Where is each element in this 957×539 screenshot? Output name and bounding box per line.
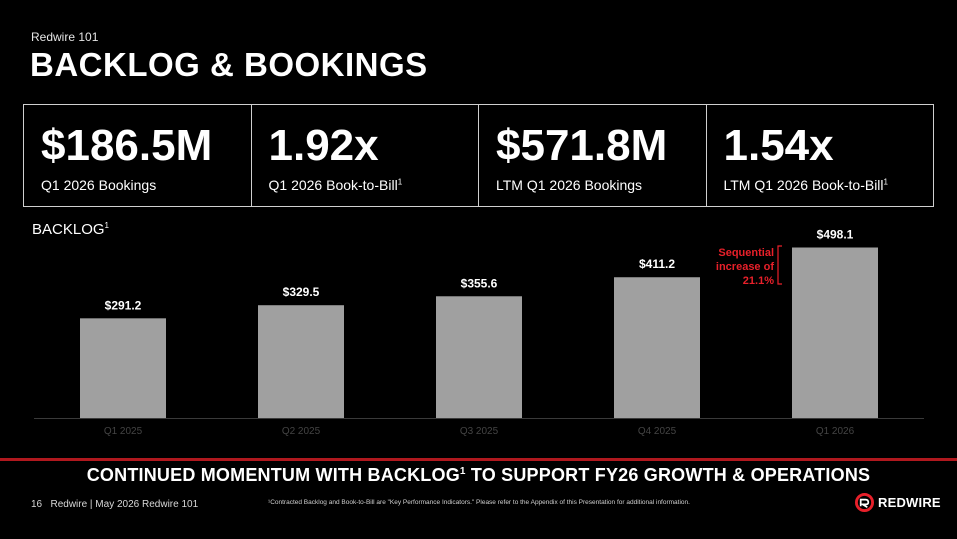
x-tick-label: Q4 2025 (638, 426, 677, 437)
data-label: $329.5 (283, 285, 320, 299)
kpi-value: $571.8M (496, 121, 668, 170)
eyebrow: Redwire 101 (31, 30, 99, 44)
backlog-bar-chart: $291.2 Q1 2025 $329.5 Q2 2025 $355.6 Q3 2025 $… (34, 227, 924, 437)
footer: 16 Redwire | May 2026 Redwire 101 (31, 499, 198, 510)
x-tick-label: Q2 2025 (282, 426, 321, 437)
kpi-q1-bookings: $186.5M Q1 2026 Bookings (24, 105, 252, 206)
page-title: BACKLOG & BOOKINGS (30, 46, 428, 83)
annotation-text: increase of (716, 261, 774, 273)
bar-q2-2025 (258, 305, 344, 418)
kpi-label: Q1 2026 Book-to-Bill1 (268, 177, 403, 193)
redwire-logo-icon (855, 493, 874, 512)
kpi-value: 1.92x (268, 121, 379, 170)
logo-text: REDWIRE (878, 495, 941, 510)
kpi-ltm-book-to-bill: 1.54x LTM Q1 2026 Book-to-Bill1 (707, 105, 934, 206)
tagline: CONTINUED MOMENTUM WITH BACKLOG1 TO SUPP… (86, 465, 871, 485)
x-tick-label: Q1 2026 (816, 426, 855, 437)
redwire-logo: REDWIRE (855, 493, 941, 512)
divider (0, 458, 957, 461)
annotation-bracket (777, 245, 782, 285)
bar-q1-2025 (80, 318, 166, 418)
page-number: 16 (31, 499, 43, 510)
x-tick-label: Q1 2025 (104, 426, 143, 437)
kpi-label: LTM Q1 2026 Bookings (496, 177, 643, 193)
kpi-label: Q1 2026 Bookings (41, 177, 157, 193)
data-label: $291.2 (105, 298, 142, 312)
chart-title: BACKLOG1 (32, 221, 109, 238)
x-tick-label: Q3 2025 (460, 426, 499, 437)
kpi-value: $186.5M (41, 121, 213, 170)
data-label: $355.6 (461, 276, 498, 290)
bar-q1-2026 (792, 247, 878, 418)
annotation-text: 21.1% (743, 275, 774, 287)
kpi-q1-book-to-bill: 1.92x Q1 2026 Book-to-Bill1 (252, 105, 479, 206)
data-label: $411.2 (639, 257, 675, 271)
footnote: ¹Contracted Backlog and Book-to-Bill are… (268, 499, 690, 506)
data-label: $498.1 (817, 227, 854, 241)
kpi-ltm-bookings: $571.8M LTM Q1 2026 Bookings (479, 105, 707, 206)
footer-text: Redwire | May 2026 Redwire 101 (50, 499, 199, 510)
kpi-panel: $186.5M Q1 2026 Bookings 1.92x Q1 2026 B… (23, 104, 934, 207)
bar-q4-2025 (614, 277, 700, 418)
kpi-value: 1.54x (723, 121, 834, 170)
annotation-text: Sequential (718, 247, 774, 259)
bar-q3-2025 (436, 296, 522, 418)
kpi-label: LTM Q1 2026 Book-to-Bill1 (723, 177, 888, 193)
